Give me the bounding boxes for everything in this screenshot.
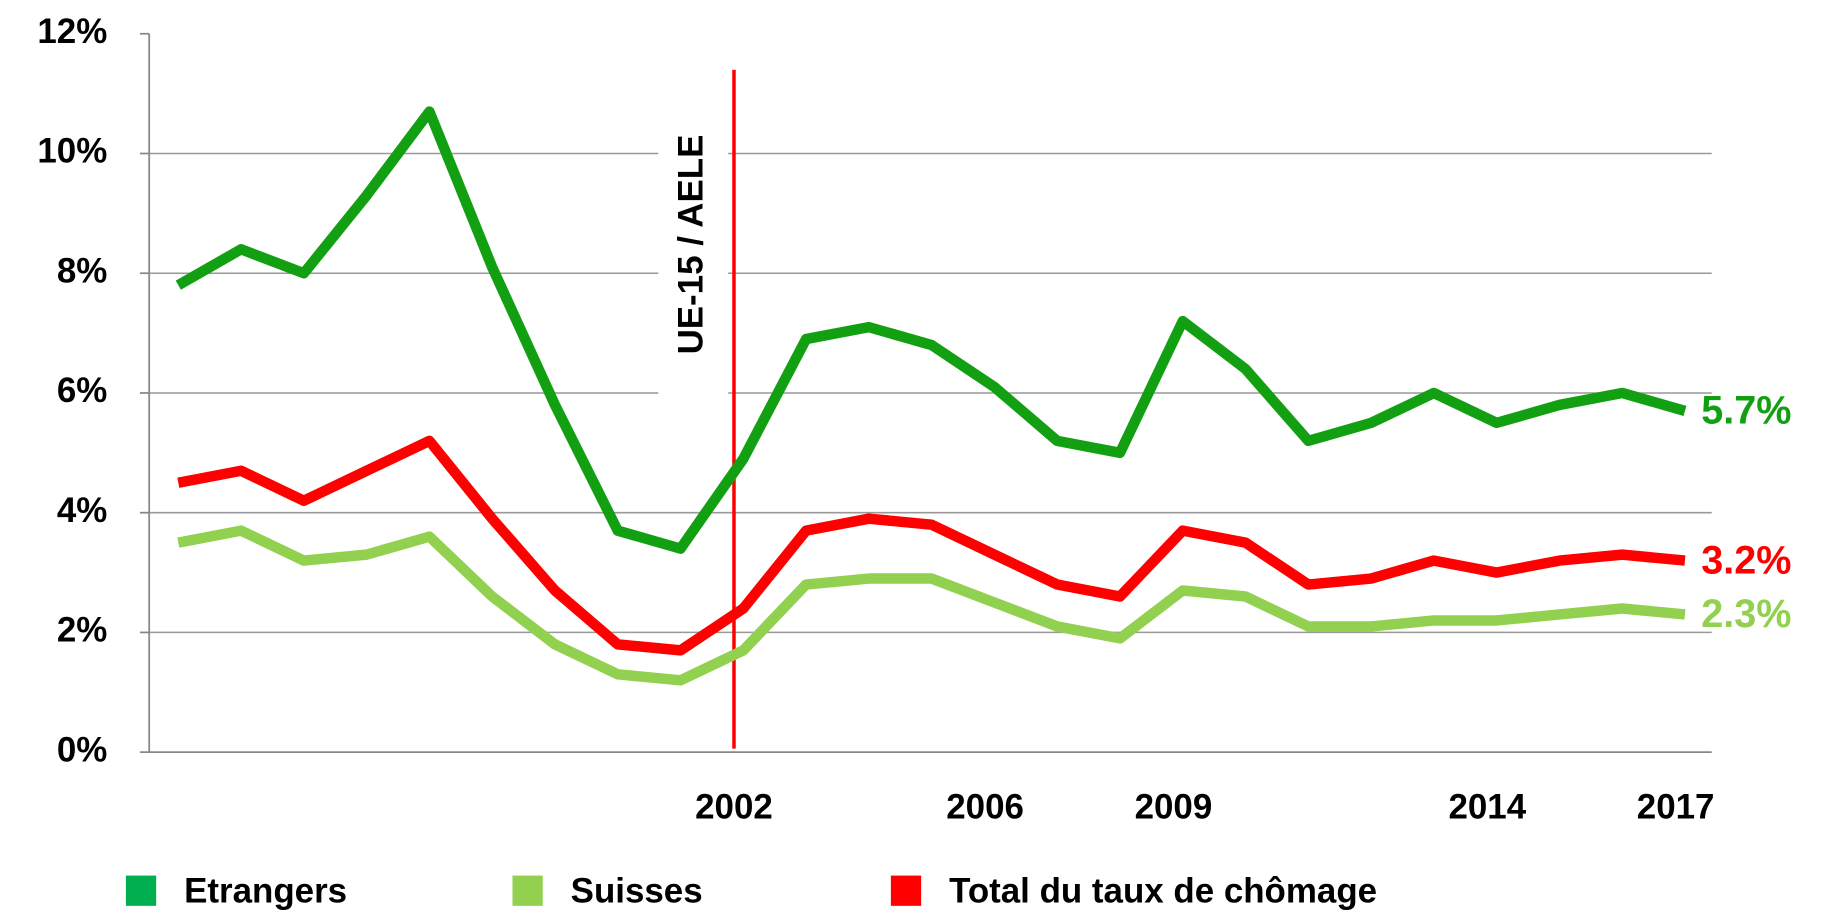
x-tick-label: 2014 [1448,787,1526,826]
annotation-backdrop [658,69,729,408]
y-tick-label: 12% [37,12,107,51]
legend-swatch [125,875,157,906]
x-tick-label: 2009 [1135,787,1213,826]
series-line [175,106,1687,554]
y-tick-label: 10% [37,132,107,171]
y-tick-label: 4% [57,491,107,530]
legend-label: Etrangers [184,871,347,910]
series-line [177,435,1686,656]
legend-swatch [890,875,922,906]
x-tick-label: 2002 [695,787,773,826]
legend-label: Suisses [571,871,703,910]
x-tick-label: 2006 [946,787,1024,826]
value-label: 3.2% [1701,538,1791,582]
legend-label: Total du taux de chômage [949,871,1377,910]
y-tick-label: 0% [57,730,107,769]
series-line [177,525,1686,686]
y-tick-label: 8% [57,251,107,290]
legend-swatch [512,875,543,906]
y-tick-label: 2% [57,611,107,650]
y-tick-label: 6% [57,371,107,410]
annotation-text: UE-15 / AELE [671,135,710,355]
value-label: 5.7% [1701,389,1791,433]
value-label: 2.3% [1701,592,1791,636]
x-tick-label: 2017 [1637,787,1715,826]
